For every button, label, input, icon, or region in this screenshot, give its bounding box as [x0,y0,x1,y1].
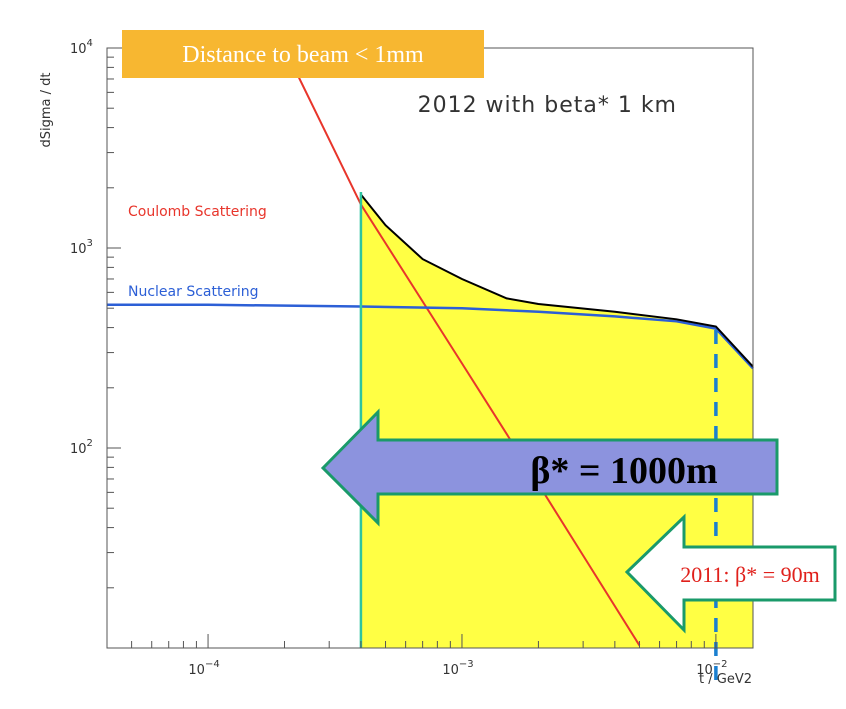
series-total-line [360,193,754,368]
arrow-1000m-shape [320,408,779,527]
distance-banner: Distance to beam < 1mm [122,30,484,78]
arrow-1000m-label: β* = 1000m [530,450,717,492]
legend-coulomb: Coulomb Scattering [128,204,267,220]
legend-nuclear: Nuclear Scattering [128,284,259,300]
x-tick-label: 10−4 [188,659,219,678]
series-nuclear-line [107,303,754,370]
chart-title: 2012 with beta* 1 km [418,93,677,118]
arrow-90m: 2011: β* = 90m [624,513,837,634]
y-axis-label: dSigma / dt [39,73,54,148]
banner-text: Distance to beam < 1mm [182,42,424,68]
arrow-90m-label: 2011: β* = 90m [680,562,820,587]
x-axis-label: t / GeV2 [699,672,752,687]
axis-ticks [106,47,717,649]
arrow-1000m: β* = 1000m [320,408,779,527]
y-tick-label: 104 [70,38,93,57]
y-tick-label: 102 [70,438,93,457]
y-tick-label: 103 [70,238,93,257]
arrow-90m-shape [624,513,837,634]
vertical-lines [359,192,718,680]
x-tick-label: 10−3 [442,659,473,678]
banner-background [122,30,484,78]
